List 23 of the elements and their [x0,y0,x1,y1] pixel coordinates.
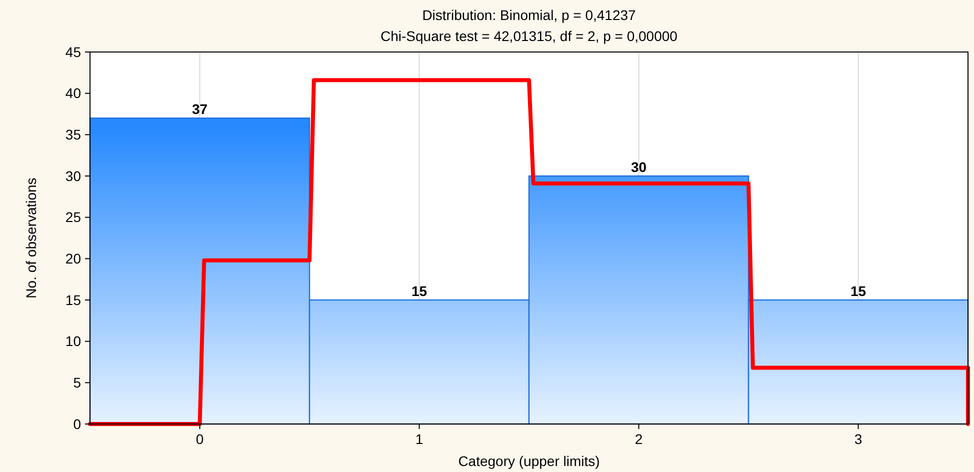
x-axis-title: Category (upper limits) [458,453,600,469]
y-tick-label: 30 [65,168,82,184]
data-label: 15 [411,283,428,299]
chart-subtitle: Chi-Square test = 42,01315, df = 2, p = 0,00000 [380,28,678,44]
x-tick-label: 2 [634,431,643,447]
y-tick-label: 0 [73,416,82,432]
data-label: 30 [630,159,647,175]
y-tick-label: 35 [65,126,82,143]
y-tick-label: 25 [65,209,82,226]
y-axis-title: No. of observations [23,178,39,298]
y-tick-label: 40 [65,85,82,102]
y-tick-label: 45 [65,44,82,60]
data-label: 15 [850,283,866,299]
line-series [88,78,970,426]
data-label: 37 [192,101,208,118]
x-tick-label: 3 [854,431,862,447]
x-tick-label: 1 [415,431,424,447]
y-tick-label: 10 [65,333,82,350]
y-tick-label: 20 [65,250,82,267]
y-tick-label: 5 [73,374,82,391]
y-tick-label: 15 [65,292,82,308]
x-tick-label: 0 [196,431,204,447]
chart-title: Distribution: Binomial, p = 0,41237 [422,7,636,23]
